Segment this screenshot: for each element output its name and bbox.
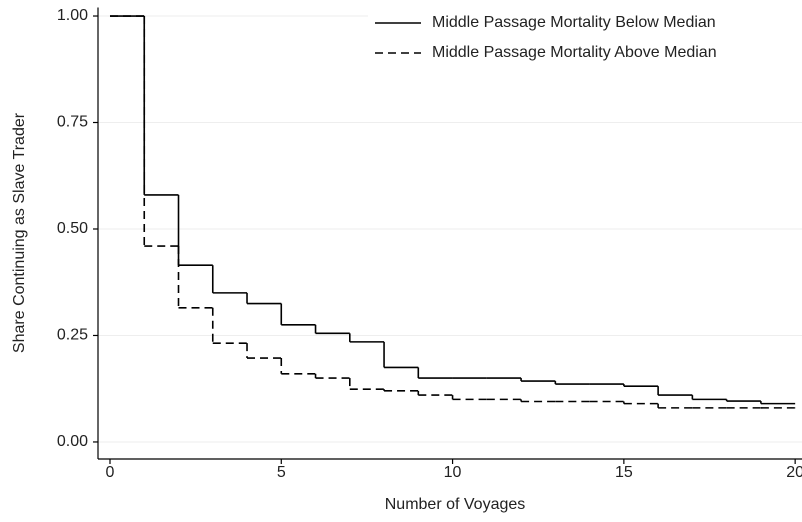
- x-tick-label: 20: [786, 464, 802, 481]
- legend-label: Middle Passage Mortality Above Median: [432, 44, 717, 61]
- y-tick-label: 1.00: [57, 7, 88, 24]
- x-axis-title: Number of Voyages: [385, 496, 526, 513]
- legend-box: [368, 8, 802, 70]
- legend-label: Middle Passage Mortality Below Median: [432, 14, 716, 31]
- x-tick-label: 5: [277, 464, 286, 481]
- x-tick-label: 0: [106, 464, 115, 481]
- x-tick-label: 10: [444, 464, 462, 481]
- y-tick-label: 0.25: [57, 327, 88, 344]
- y-axis-title: Share Continuing as Slave Trader: [11, 112, 28, 353]
- x-tick-label: 15: [615, 464, 633, 481]
- y-tick-label: 0.75: [57, 114, 88, 131]
- y-tick-label: 0.50: [57, 220, 88, 237]
- y-tick-label: 0.00: [57, 433, 88, 450]
